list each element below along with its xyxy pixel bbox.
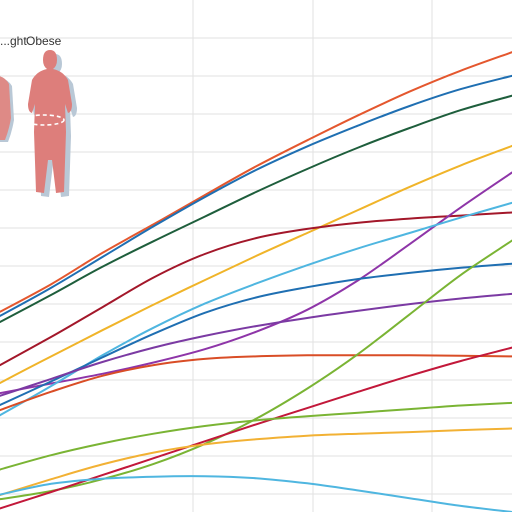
series-line-13: [0, 401, 512, 471]
series-line-10: [0, 354, 512, 412]
series-line-8: [0, 262, 512, 406]
series-line-4: [0, 144, 512, 384]
obese-figure: [23, 50, 77, 197]
series-lines: [0, 51, 512, 512]
series-line-14: [0, 427, 512, 497]
series-line-2: [0, 74, 512, 317]
obese-label: Obese: [26, 34, 62, 48]
overweight-figure: [0, 76, 14, 142]
series-line-9: [0, 292, 512, 397]
series-line-15: [0, 475, 512, 512]
obese-figure-body: [28, 50, 72, 193]
series-line-11: [0, 239, 512, 501]
series-line-6: [0, 171, 512, 395]
legend: ...ght Obese: [0, 34, 77, 197]
series-line-1: [0, 51, 512, 313]
series-line-5: [0, 211, 512, 367]
overweight-figure-body: [0, 76, 11, 140]
obese-waist-band: [23, 114, 65, 126]
overweight-label: ...ght: [0, 34, 27, 48]
series-line-3: [0, 94, 512, 323]
